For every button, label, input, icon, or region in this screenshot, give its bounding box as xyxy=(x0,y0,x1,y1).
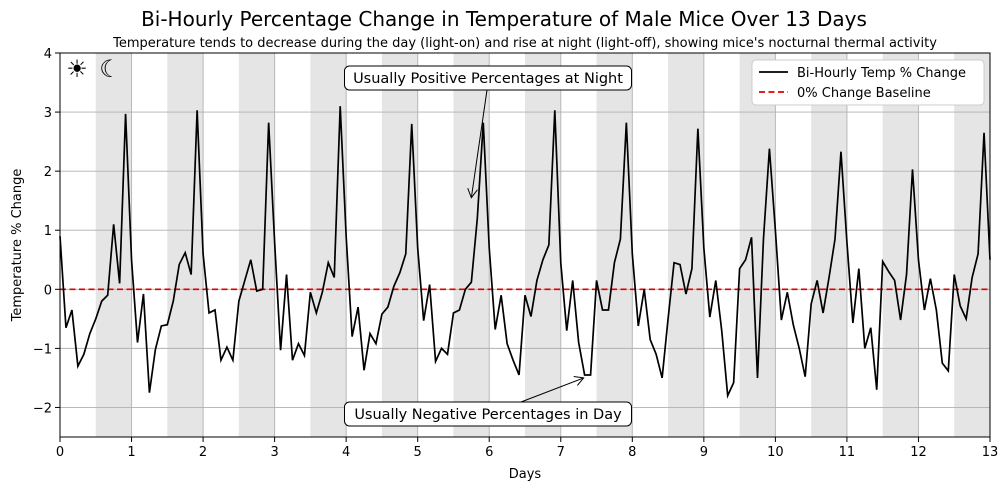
y-tick-label: −1 xyxy=(33,342,52,357)
x-tick-label: 3 xyxy=(270,445,278,460)
chart-title: Bi-Hourly Percentage Change in Temperatu… xyxy=(141,7,867,31)
night-shade-band xyxy=(811,53,847,437)
x-tick-label: 1 xyxy=(127,445,135,460)
x-tick-label: 7 xyxy=(557,445,565,460)
x-tick-label: 12 xyxy=(910,445,927,460)
night-shade-band xyxy=(882,53,919,437)
legend: Bi-Hourly Temp % Change 0% Change Baselin… xyxy=(751,59,985,106)
y-tick-label: −2 xyxy=(33,401,52,416)
x-tick-label: 13 xyxy=(982,445,999,460)
x-axis-ticks: 0 1 2 3 4 5 6 7 8 9 10 11 12 13 xyxy=(56,437,998,460)
x-tick-label: 8 xyxy=(628,445,636,460)
night-shade-band xyxy=(596,53,633,437)
y-tick-label: 0 xyxy=(44,283,52,298)
annotation-arrow xyxy=(520,378,584,403)
annotation-text: Usually Negative Percentages in Day xyxy=(354,407,622,423)
x-tick-label: 5 xyxy=(414,445,422,460)
annotation-arrow xyxy=(471,89,488,198)
legend-box xyxy=(751,59,985,106)
y-axis-ticks: −2 −1 0 1 2 3 4 xyxy=(33,47,60,416)
y-tick-label: 3 xyxy=(44,106,52,121)
moon-icon: ☾ xyxy=(99,55,121,83)
sun-icon: ☀ xyxy=(66,55,88,83)
night-shading-group xyxy=(95,53,991,437)
x-tick-label: 4 xyxy=(342,445,350,460)
x-tick-label: 9 xyxy=(700,445,708,460)
night-shade-band xyxy=(381,53,418,437)
chart-subtitle: Temperature tends to decrease during the… xyxy=(113,36,937,51)
plot-frame xyxy=(59,52,991,438)
temp-change-line xyxy=(59,106,991,399)
legend-label: 0% Change Baseline xyxy=(797,86,931,101)
annotation-box xyxy=(344,401,632,427)
night-shade-band xyxy=(668,53,704,437)
x-tick-label: 2 xyxy=(199,445,207,460)
y-tick-label: 1 xyxy=(44,224,52,239)
y-tick-label: 4 xyxy=(44,47,52,62)
x-tick-label: 10 xyxy=(767,445,784,460)
x-tick-label: 0 xyxy=(56,445,64,460)
annotation-text: Usually Positive Percentages at Night xyxy=(353,71,623,87)
night-shade-band xyxy=(95,53,132,437)
night-shade-band xyxy=(739,53,776,437)
legend-label: Bi-Hourly Temp % Change xyxy=(797,66,966,81)
x-tick-label: 6 xyxy=(485,445,493,460)
annotations-group: Usually Positive Percentages at Night Usu… xyxy=(344,65,632,427)
x-tick-label: 11 xyxy=(839,445,856,460)
annotation-box xyxy=(344,65,632,91)
y-axis-label: Temperature % Change xyxy=(10,169,25,323)
y-tick-label: 2 xyxy=(44,165,52,180)
night-shade-band xyxy=(954,53,990,437)
x-axis-label: Days xyxy=(509,467,542,482)
night-shade-band xyxy=(238,53,275,437)
